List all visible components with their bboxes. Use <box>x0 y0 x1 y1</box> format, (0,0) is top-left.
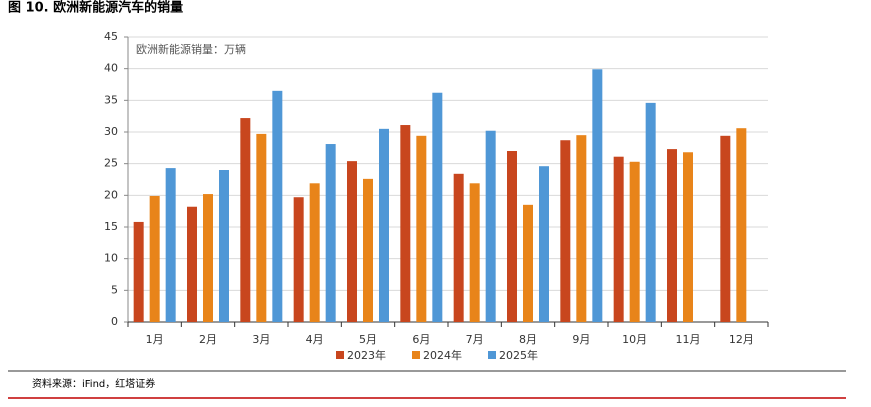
bar <box>416 135 427 322</box>
y-tick-label: 15 <box>104 220 118 233</box>
x-tick-label: 11月 <box>676 333 701 346</box>
bar <box>400 125 411 323</box>
y-tick-label: 5 <box>111 283 118 296</box>
bar <box>736 128 747 322</box>
bar <box>720 135 731 322</box>
x-tick-label: 6月 <box>412 333 430 346</box>
x-tick-label: 5月 <box>359 333 377 346</box>
legend-swatch <box>412 351 420 359</box>
legend-label: 2024年 <box>423 348 462 362</box>
bar <box>165 168 176 322</box>
bar <box>645 102 656 322</box>
legend-label: 2023年 <box>347 348 386 362</box>
chart-title: 图 10. 欧洲新能源汽车的销量 <box>8 0 183 16</box>
bar <box>576 135 587 322</box>
y-tick-label: 35 <box>104 93 118 106</box>
legend-label: 2025年 <box>499 348 538 362</box>
y-tick-label: 25 <box>104 157 118 170</box>
bar <box>613 156 624 322</box>
bar <box>453 173 464 322</box>
bar <box>539 166 549 322</box>
bar <box>629 161 640 322</box>
y-tick-label: 40 <box>104 62 118 75</box>
bar <box>507 151 517 322</box>
bar <box>363 178 373 322</box>
bar <box>667 149 677 322</box>
legend-swatch <box>488 351 496 359</box>
bar <box>379 128 389 322</box>
bar <box>347 161 357 322</box>
bar <box>432 92 443 322</box>
bar <box>133 221 144 322</box>
x-tick-label: 4月 <box>306 333 324 346</box>
x-tick-label: 7月 <box>466 333 484 346</box>
bar <box>240 118 251 322</box>
bar <box>272 90 283 322</box>
y-tick-label: 30 <box>104 125 118 138</box>
bar <box>523 204 533 322</box>
bar <box>203 194 213 322</box>
y-tick-label: 45 <box>104 30 118 43</box>
bar <box>592 69 603 322</box>
bar <box>187 206 197 322</box>
y-tick-label: 10 <box>104 252 118 265</box>
y-tick-label: 20 <box>104 188 118 201</box>
x-tick-label: 3月 <box>252 333 270 346</box>
bar <box>293 197 304 322</box>
bar <box>256 133 267 322</box>
x-tick-label: 12月 <box>729 333 754 346</box>
bar <box>485 130 496 322</box>
legend-swatch <box>336 351 344 359</box>
bar <box>219 170 229 322</box>
bar <box>325 144 336 322</box>
x-tick-label: 9月 <box>572 333 590 346</box>
bar <box>149 195 160 322</box>
y-tick-label: 0 <box>111 315 118 328</box>
x-tick-label: 2月 <box>199 333 217 346</box>
x-tick-label: 8月 <box>519 333 537 346</box>
x-tick-label: 1月 <box>146 333 164 346</box>
bar <box>309 183 320 322</box>
annotation: 欧洲新能源销量：万辆 <box>136 42 246 56</box>
bar <box>560 140 571 322</box>
bar <box>469 183 480 322</box>
bar <box>683 152 693 322</box>
x-tick-label: 10月 <box>622 333 647 346</box>
source: 资料来源：iFind，红塔证券 <box>32 377 155 390</box>
